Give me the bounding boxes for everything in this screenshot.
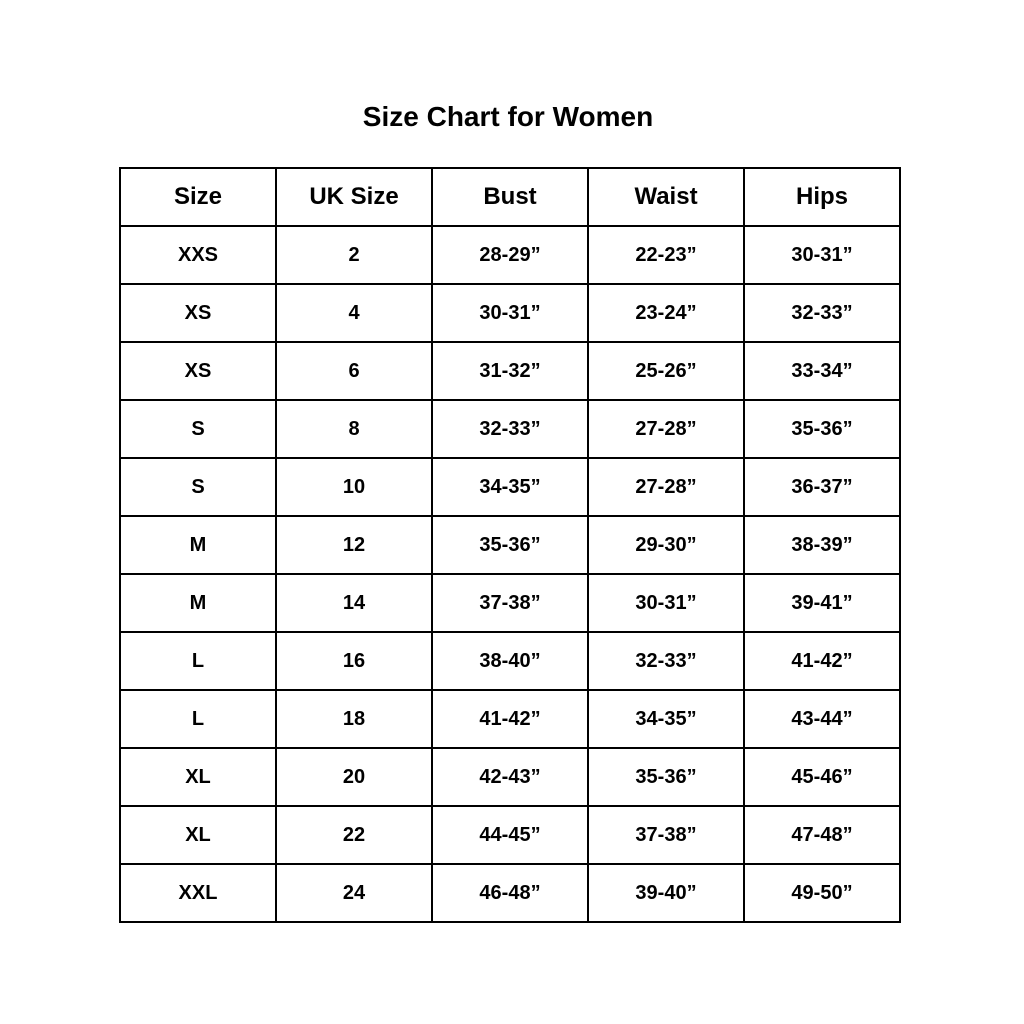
cell-bust: 28-29” [431,225,589,285]
cell-uk-size: 2 [275,225,433,285]
cell-size: XL [119,805,277,865]
table-row: XL 22 44-45” 37-38” 47-48” [119,805,901,865]
column-header-size: Size [119,167,277,227]
cell-hips: 38-39” [743,515,901,575]
cell-hips: 43-44” [743,689,901,749]
table-row: L 16 38-40” 32-33” 41-42” [119,631,901,691]
cell-hips: 35-36” [743,399,901,459]
table-row: XXS 2 28-29” 22-23” 30-31” [119,225,901,285]
table-row: S 10 34-35” 27-28” 36-37” [119,457,901,517]
cell-bust: 38-40” [431,631,589,691]
cell-size: L [119,689,277,749]
cell-bust: 35-36” [431,515,589,575]
cell-uk-size: 6 [275,341,433,401]
cell-bust: 44-45” [431,805,589,865]
cell-waist: 37-38” [587,805,745,865]
cell-hips: 45-46” [743,747,901,807]
table-header-row: Size UK Size Bust Waist Hips [119,167,901,227]
cell-size: XXS [119,225,277,285]
column-header-hips: Hips [743,167,901,227]
cell-hips: 36-37” [743,457,901,517]
cell-hips: 49-50” [743,863,901,923]
table-row: XL 20 42-43” 35-36” 45-46” [119,747,901,807]
cell-waist: 27-28” [587,399,745,459]
cell-uk-size: 4 [275,283,433,343]
table-row: S 8 32-33” 27-28” 35-36” [119,399,901,459]
cell-bust: 32-33” [431,399,589,459]
cell-size: S [119,457,277,517]
table-row: M 14 37-38” 30-31” 39-41” [119,573,901,633]
column-header-uk-size: UK Size [275,167,433,227]
table-row: XS 4 30-31” 23-24” 32-33” [119,283,901,343]
cell-size: L [119,631,277,691]
cell-waist: 32-33” [587,631,745,691]
cell-size: M [119,573,277,633]
cell-bust: 46-48” [431,863,589,923]
cell-hips: 39-41” [743,573,901,633]
cell-hips: 33-34” [743,341,901,401]
cell-bust: 42-43” [431,747,589,807]
column-header-bust: Bust [431,167,589,227]
cell-size: S [119,399,277,459]
cell-uk-size: 18 [275,689,433,749]
cell-hips: 41-42” [743,631,901,691]
cell-uk-size: 14 [275,573,433,633]
cell-hips: 47-48” [743,805,901,865]
cell-waist: 29-30” [587,515,745,575]
column-header-waist: Waist [587,167,745,227]
cell-waist: 30-31” [587,573,745,633]
cell-uk-size: 10 [275,457,433,517]
cell-size: M [119,515,277,575]
cell-uk-size: 8 [275,399,433,459]
cell-size: XS [119,283,277,343]
cell-bust: 34-35” [431,457,589,517]
cell-uk-size: 22 [275,805,433,865]
table-row: XS 6 31-32” 25-26” 33-34” [119,341,901,401]
table-row: L 18 41-42” 34-35” 43-44” [119,689,901,749]
cell-uk-size: 24 [275,863,433,923]
cell-waist: 35-36” [587,747,745,807]
cell-uk-size: 20 [275,747,433,807]
cell-size: XL [119,747,277,807]
cell-uk-size: 12 [275,515,433,575]
page-title: Size Chart for Women [362,101,654,132]
cell-bust: 37-38” [431,573,589,633]
cell-waist: 25-26” [587,341,745,401]
cell-bust: 30-31” [431,283,589,343]
cell-waist: 39-40” [587,863,745,923]
cell-size: XS [119,341,277,401]
size-chart-table: Size UK Size Bust Waist Hips XXS 2 28-29” 22-23… [119,167,901,923]
table-row: M 12 35-36” 29-30” 38-39” [119,515,901,575]
cell-hips: 30-31” [743,225,901,285]
table-row: XXL 24 46-48” 39-40” 49-50” [119,863,901,923]
cell-size: XXL [119,863,277,923]
cell-waist: 23-24” [587,283,745,343]
cell-hips: 32-33” [743,283,901,343]
cell-waist: 34-35” [587,689,745,749]
cell-waist: 27-28” [587,457,745,517]
cell-uk-size: 16 [275,631,433,691]
cell-bust: 31-32” [431,341,589,401]
cell-waist: 22-23” [587,225,745,285]
cell-bust: 41-42” [431,689,589,749]
